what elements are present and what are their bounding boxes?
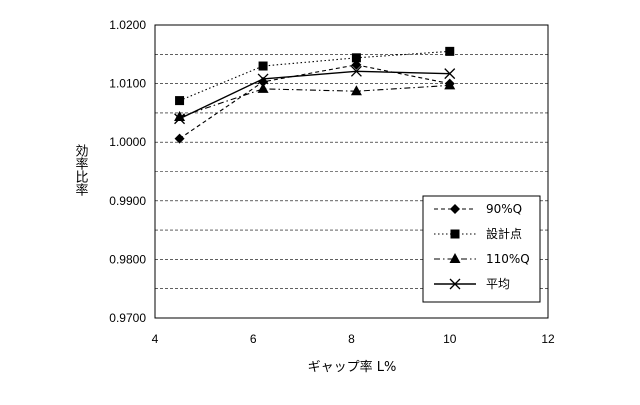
data-point-design-point [445, 46, 455, 56]
data-point-110q [350, 85, 362, 96]
plot-area [154, 24, 549, 319]
x-tick-labels: 4 6 8 10 12 [152, 332, 555, 346]
series-line-110q [179, 84, 450, 118]
legend: 90%Q 設計点 110%Q 平均 [422, 195, 541, 303]
x-tick-label: 10 [443, 332, 457, 346]
series-layer [174, 46, 456, 144]
x-axis-title: ギャップ率 L% [308, 359, 397, 375]
series-line-design-point [179, 50, 450, 102]
legend-marker [450, 229, 460, 239]
data-point-design-point [175, 96, 185, 106]
legend-marker [450, 204, 460, 214]
data-point-90q [351, 59, 362, 70]
data-point-110q [257, 82, 269, 93]
series-110q [174, 79, 456, 122]
series-line-90q [179, 64, 450, 140]
data-point-90q [174, 133, 185, 144]
x-tick-label: 12 [541, 332, 555, 346]
data-point-design-point [351, 53, 361, 63]
series-average [174, 65, 456, 125]
legend-item-design-point: 設計点 [434, 226, 522, 241]
legend-item-average: 平均 [434, 277, 510, 291]
data-point-110q [174, 111, 186, 122]
legend-item-90q: 90%Q [434, 202, 522, 216]
legend-label: 110%Q [486, 252, 530, 266]
x-tick-label: 8 [348, 332, 355, 346]
series-line-average [179, 70, 450, 120]
legend-label: 設計点 [486, 226, 522, 241]
legend-box [422, 195, 541, 303]
y-axis-title: 効率比率 [73, 144, 89, 196]
y-tick-label: 0.9700 [109, 311, 146, 325]
y-tick-label: 0.9800 [109, 252, 146, 266]
y-tick-label: 0.9900 [109, 194, 146, 208]
data-point-average [444, 68, 456, 80]
data-point-average [174, 113, 186, 125]
legend-label: 90%Q [486, 202, 522, 216]
y-tick-label: 1.0100 [109, 77, 146, 91]
series-design-point [175, 46, 455, 106]
data-point-average [350, 65, 362, 77]
legend-item-110q: 110%Q [434, 252, 530, 266]
y-tick-labels: 0.9700 0.9800 0.9900 1.0000 1.0100 1.0200 [109, 18, 146, 325]
legend-label: 平均 [486, 277, 510, 291]
legend-marker [449, 253, 461, 263]
x-tick-label: 4 [152, 332, 159, 346]
data-point-design-point [258, 61, 268, 71]
x-tick-label: 6 [250, 332, 257, 346]
data-point-110q [444, 79, 456, 90]
y-tick-label: 1.0000 [109, 135, 146, 149]
data-point-average [257, 73, 269, 85]
legend-marker [449, 278, 461, 290]
grid-lines [155, 53, 548, 290]
y-tick-label: 1.0200 [109, 18, 146, 32]
